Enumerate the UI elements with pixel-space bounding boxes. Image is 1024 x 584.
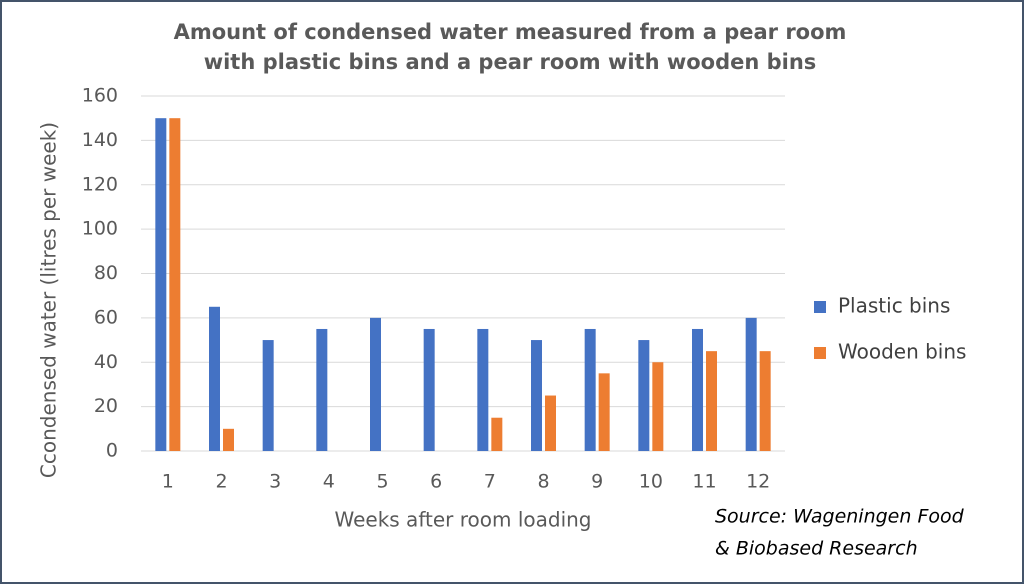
y-tick-label: 60 — [94, 306, 118, 328]
bar — [531, 340, 542, 451]
bar — [745, 317, 757, 451]
x-tick-label: 3 — [269, 471, 281, 493]
bar — [370, 317, 381, 451]
bar — [692, 328, 703, 451]
y-tick-label: 100 — [82, 218, 118, 240]
bar — [584, 328, 596, 451]
bar — [706, 351, 717, 451]
y-tick-label: 140 — [82, 129, 118, 151]
y-tick-label: 160 — [82, 85, 118, 107]
bar — [759, 351, 771, 451]
x-tick-label: 6 — [430, 471, 442, 493]
chart-title: Amount of condensed water measured from … — [174, 20, 847, 44]
x-tick-label: 11 — [692, 471, 716, 493]
y-tick-label: 0 — [106, 440, 118, 462]
bar — [598, 373, 610, 451]
y-tick-label: 40 — [94, 351, 118, 373]
x-tick-label: 7 — [484, 471, 496, 493]
bar — [652, 362, 664, 451]
x-tick-label: 12 — [746, 471, 770, 493]
x-axis-label: Weeks after room loading — [334, 508, 591, 532]
bar — [545, 395, 556, 451]
x-tick-label: 5 — [376, 471, 388, 493]
chart-title: with plastic bins and a pear room with w… — [204, 50, 817, 74]
bar — [638, 340, 650, 451]
legend-swatch — [814, 347, 826, 359]
bar — [262, 340, 274, 451]
y-axis-label: Ccondensed water (litres per week) — [37, 122, 61, 478]
x-tick-label: 2 — [215, 471, 227, 493]
legend-label: Wooden bins — [838, 340, 966, 364]
bar — [155, 118, 167, 451]
y-tick-label: 80 — [94, 262, 118, 284]
source: Source: Wageningen Food — [715, 506, 965, 528]
bar — [316, 328, 328, 451]
legend-label: Plastic bins — [838, 294, 950, 318]
x-tick-label: 10 — [639, 471, 663, 493]
bar — [491, 417, 503, 451]
y-tick-label: 120 — [82, 173, 118, 195]
x-tick-label: 8 — [537, 471, 549, 493]
x-tick-label: 9 — [591, 471, 603, 493]
y-tick-label: 20 — [94, 395, 118, 417]
bar — [477, 328, 489, 451]
bar — [169, 118, 181, 451]
x-tick-label: 1 — [162, 471, 174, 493]
bar — [423, 328, 435, 451]
bar — [209, 306, 220, 451]
x-tick-label: 4 — [323, 471, 335, 493]
legend-swatch — [814, 301, 826, 313]
bar — [223, 428, 234, 451]
source: & Biobased Research — [715, 538, 918, 560]
